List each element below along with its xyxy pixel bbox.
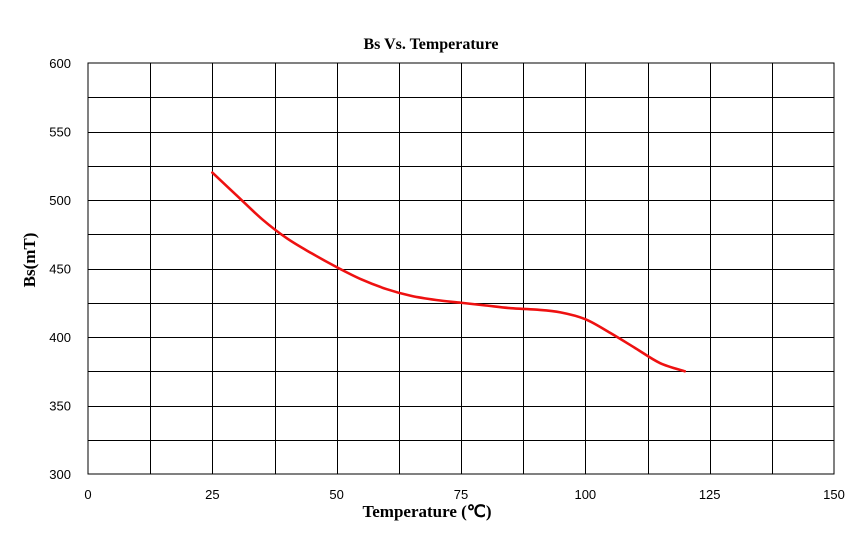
- x-axis-label: Temperature (℃): [362, 502, 491, 521]
- y-tick-label: 500: [49, 193, 71, 208]
- y-tick-label: 350: [49, 399, 71, 414]
- x-tick-label: 25: [205, 487, 219, 502]
- x-tick-label: 0: [84, 487, 91, 502]
- grid-lines: [88, 63, 834, 474]
- x-tick-label: 75: [454, 487, 468, 502]
- y-tick-label: 600: [49, 56, 71, 71]
- bs-temperature-line: [211, 171, 687, 373]
- y-tick-label: 300: [49, 467, 71, 482]
- x-tick-label: 125: [699, 487, 721, 502]
- y-tick-label: 550: [49, 125, 71, 140]
- x-tick-label: 150: [823, 487, 845, 502]
- x-tick-label: 100: [574, 487, 596, 502]
- y-axis-label: Bs(mT): [20, 233, 39, 288]
- chart-title: Bs Vs. Temperature: [364, 36, 499, 53]
- y-tick-label: 450: [49, 262, 71, 277]
- x-tick-label: 50: [329, 487, 343, 502]
- y-tick-label: 400: [49, 330, 71, 345]
- tick-labels: 0 25 50 75 100 125 150 300 350 400 450 500 550 600: [49, 56, 845, 502]
- series-layer: [211, 171, 687, 373]
- plot-area-border: [87, 62, 835, 475]
